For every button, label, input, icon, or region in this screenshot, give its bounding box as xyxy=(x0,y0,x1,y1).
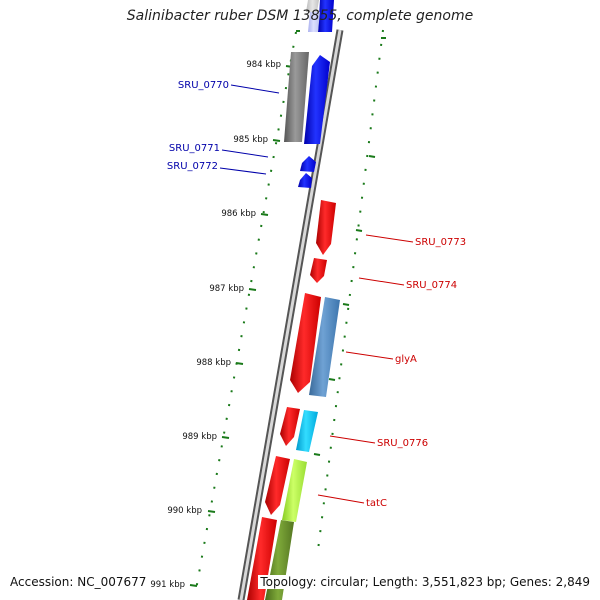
gene-labels: SRU_0770 SRU_0771 SRU_0772 SRU_0773 SRU_… xyxy=(167,80,466,509)
leader-sru0770 xyxy=(230,84,280,94)
gene-feature-top-lavender[interactable] xyxy=(308,12,320,32)
gene-label-glya[interactable]: glyA xyxy=(395,354,417,365)
gene-feature-glya[interactable] xyxy=(290,293,321,393)
label-leaders xyxy=(219,84,414,504)
gene-label-sru0772[interactable]: SRU_0772 xyxy=(167,161,218,172)
gene-label-sru0774[interactable]: SRU_0774 xyxy=(406,280,457,291)
gene-label-sru0773[interactable]: SRU_0773 xyxy=(415,237,466,248)
leader-sru0774 xyxy=(358,277,405,286)
gene-feature-sru0771[interactable] xyxy=(300,156,316,172)
gene-label-sru0776[interactable]: SRU_0776 xyxy=(377,438,428,449)
tick-mark-outer xyxy=(355,229,363,232)
leader-tatc xyxy=(317,494,365,504)
tick-marks xyxy=(189,30,386,587)
genome-summary-text: Topology: circular; Length: 3,551,823 bp… xyxy=(258,575,592,589)
gene-feature-cyan-block[interactable] xyxy=(296,410,318,452)
leader-sru0773 xyxy=(365,234,414,243)
tick-label: 985 kbp xyxy=(233,135,268,145)
leader-glya xyxy=(345,351,394,360)
gene-feature-top-gray[interactable] xyxy=(306,0,319,12)
gene-feature-gray-block[interactable] xyxy=(284,52,309,142)
tick-mark-outer xyxy=(368,155,376,158)
tick-mark xyxy=(260,213,269,216)
inner-dotted-ring xyxy=(195,31,297,591)
tick-label: 990 kbp xyxy=(167,506,202,516)
tick-mark xyxy=(207,510,216,513)
tick-mark xyxy=(235,362,244,365)
gene-label-tatc[interactable]: tatC xyxy=(366,498,387,509)
genome-backbone xyxy=(239,29,342,600)
gene-feature-lime-block[interactable] xyxy=(282,459,307,522)
tick-mark-outer xyxy=(328,378,336,381)
tick-mark xyxy=(221,436,230,439)
accession-text: Accession: NC_007677 xyxy=(8,575,149,589)
tick-label: 991 kbp xyxy=(150,580,185,590)
gene-feature-sru0774[interactable] xyxy=(310,258,327,283)
tick-mark xyxy=(272,139,281,142)
gene-feature-tatc[interactable] xyxy=(265,456,290,515)
tick-mark-outer xyxy=(313,453,321,456)
gene-feature-sru0772[interactable] xyxy=(298,173,312,188)
tick-label: 988 kbp xyxy=(196,358,231,368)
tick-label: 989 kbp xyxy=(182,432,217,442)
gene-feature-bottom-red[interactable] xyxy=(247,517,277,600)
tick-mark xyxy=(248,288,257,291)
tick-mark-outer xyxy=(342,303,350,306)
gene-feature-sru0776[interactable] xyxy=(280,407,300,446)
map-title: Salinibacter ruber DSM 13855, complete g… xyxy=(126,8,474,24)
leader-sru0771 xyxy=(221,149,269,158)
gene-feature-sru0770[interactable] xyxy=(304,55,330,144)
tick-label: 986 kbp xyxy=(221,209,256,219)
gene-feature-top-blue[interactable] xyxy=(318,0,334,32)
tick-label: 987 kbp xyxy=(209,284,244,294)
tick-labels: 984 kbp 985 kbp 986 kbp 987 kbp 988 kbp … xyxy=(150,60,281,590)
tick-mark xyxy=(189,584,198,587)
leader-sru0772 xyxy=(219,167,267,175)
tick-label: 984 kbp xyxy=(246,60,281,70)
gene-feature-sru0773[interactable] xyxy=(316,200,336,255)
leader-sru0776 xyxy=(329,435,376,444)
gene-label-sru0770[interactable]: SRU_0770 xyxy=(178,80,229,91)
gene-label-sru0771[interactable]: SRU_0771 xyxy=(169,143,220,154)
gene-feature-steel-block[interactable] xyxy=(309,297,340,397)
